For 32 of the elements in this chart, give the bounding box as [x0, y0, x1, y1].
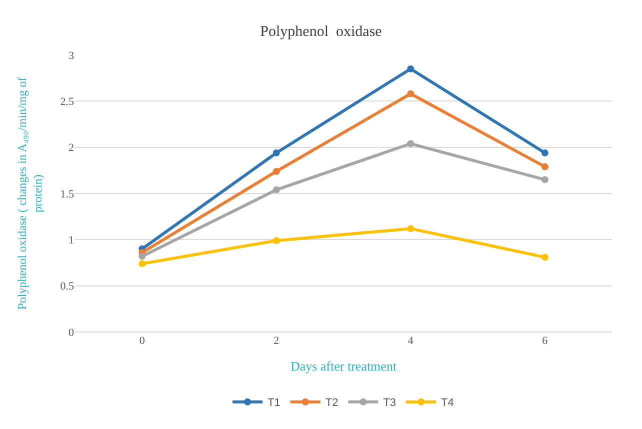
x-axis-title: Days after treatment — [290, 358, 397, 374]
y-tick-label: 1.5 — [60, 188, 74, 200]
y-tick-label: 2 — [68, 142, 74, 154]
point — [272, 186, 280, 194]
y-tick-label: 0 — [68, 326, 74, 339]
point — [541, 149, 548, 156]
point — [541, 254, 548, 261]
legend-label: T4 — [441, 397, 454, 410]
point — [541, 163, 548, 170]
y-tick-label: 1 — [68, 234, 74, 247]
legend-label: T1 — [268, 397, 280, 410]
y-tick-label: 3 — [68, 50, 74, 62]
x-tick-label: 6 — [542, 335, 548, 347]
legend-label: T2 — [325, 397, 338, 410]
point — [407, 140, 414, 148]
legend-label: T3 — [383, 397, 396, 410]
point — [407, 225, 414, 232]
x-tick-label: 4 — [408, 335, 414, 347]
y-axis-title: Polyphenol oxidase ( changes in A₄₉₀/min/mg of protein) — [14, 77, 45, 310]
point — [541, 176, 548, 184]
point — [272, 237, 280, 244]
y-tick-label: 0.5 — [60, 280, 74, 293]
point — [407, 90, 414, 98]
x-tick-label: 2 — [274, 335, 280, 347]
point — [407, 65, 414, 72]
point — [272, 149, 280, 156]
y-tick-label: 2.5 — [60, 96, 74, 108]
chart-title: Polyphenol oxidase — [260, 24, 382, 40]
x-tick-label: 0 — [139, 335, 146, 347]
point — [272, 168, 280, 175]
point — [138, 260, 146, 268]
point — [138, 252, 146, 260]
